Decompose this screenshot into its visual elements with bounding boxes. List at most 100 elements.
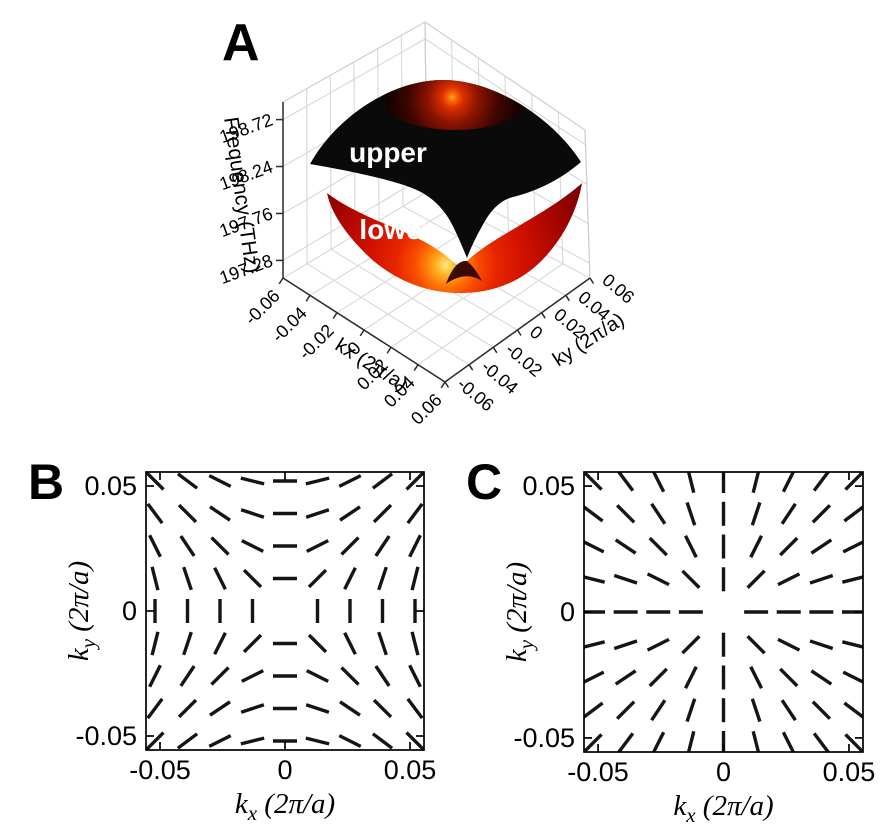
panel-a-label: A [222,14,260,72]
ky-tick [589,277,595,284]
polarization-segment [179,665,196,687]
polarization-segment [148,664,162,688]
polarization-segment [177,698,198,719]
polarization-segment [780,502,797,525]
title-base: k [63,647,95,661]
polarization-segment [150,566,160,591]
polarization-segment [240,703,265,714]
polarization-segment [843,701,863,719]
polarization-segment [146,502,164,525]
polarization-segment [842,540,863,554]
title-subscript: x [685,803,696,827]
polarization-segment [746,635,766,655]
polarization-segment [241,539,264,553]
lower-band-cusp [446,260,482,284]
polarization-segment [584,733,603,752]
polarization-segment [177,503,198,524]
polarization-segment [810,669,833,686]
polarization-segment [749,535,764,559]
polarization-segment [210,536,230,556]
polarization-segment [377,631,388,656]
y-tick-label: -0.05 [75,721,137,751]
polarization-segment [338,474,362,488]
kx-tick [305,294,311,302]
polarization-segment [584,670,605,684]
polarization-segment [842,670,863,684]
polarization-segment [686,472,696,494]
panel-c-label: C [466,454,502,510]
polarization-segment [408,664,422,688]
y-tick-label: 0.05 [522,471,575,501]
polarization-segment [686,730,696,752]
kx-tick [278,277,284,285]
polarization-segment [584,472,603,491]
ky-tick [468,364,474,371]
polarization-segment [809,573,834,585]
polarization-segment [405,731,424,750]
polarization-segment [841,640,863,649]
polarization-segment [208,474,232,488]
polarization-segment [374,665,391,687]
y-axis-title: ky (2π/a) [501,562,538,662]
left-wall-grid [282,38,426,121]
polarization-segment [182,631,193,656]
field-segments [146,472,424,750]
x-tick-label: 0 [716,757,731,787]
field-segments [584,472,863,752]
y-tick-label: 0 [560,597,575,627]
polarization-segment [374,535,391,557]
polarization-segment [372,698,393,719]
polarization-segment [844,472,863,491]
x-tick-label: 0.05 [823,757,876,787]
polarization-segment [648,536,668,557]
polarization-segment [812,472,830,492]
panel-a: A upper lower 197.28197.76198.24198.72-0… [217,14,638,429]
polarization-segment [780,699,797,722]
polarization-segment [209,505,231,522]
right-wall-grid [424,38,586,146]
title-rest: (2π/a) [63,561,95,639]
x-axis-title: kx (2π/a) [235,788,335,825]
polarization-segment [746,569,766,589]
polarization-segment [182,566,193,591]
axes-3d-lines [276,102,595,389]
polarization-segment [240,508,265,519]
polarization-segment [811,700,832,720]
polarization-segment [749,665,764,689]
polarization-segment [777,572,801,587]
polarization-segment [305,508,330,519]
polarization-segment [176,732,199,750]
polarization-segment [750,698,762,723]
polarization-segment [410,566,420,591]
polarization-segment [339,505,361,522]
title-subscript: y [514,639,538,651]
polarization-segment [307,568,328,589]
x-tick-label: 0.05 [384,755,437,785]
polarization-segment [406,697,424,720]
polarization-segment [584,575,606,584]
ky-tick-label: 0 [526,322,547,344]
x-tick-label: -0.05 [129,755,191,785]
upper-band-label: upper [349,137,427,168]
polarization-segment [650,502,667,525]
polarization-segment [371,472,394,490]
ky-tick [541,312,546,319]
box-edge [584,129,591,279]
kx-tick [359,329,365,337]
polarization-segment [210,666,230,686]
polarization-segment [651,731,666,752]
kx-tick [332,312,338,319]
floor-grid [417,263,564,366]
polarization-segment [681,635,701,655]
title-subscript: y [76,638,100,650]
polarization-segment [584,540,605,554]
polarization-segment [146,697,164,720]
polarization-segment [779,536,799,557]
polarization-segment [751,472,761,494]
polarization-segment [683,535,698,559]
polarization-segment [408,534,422,558]
polarization-segment [584,701,604,719]
polarization-segment [240,736,265,746]
